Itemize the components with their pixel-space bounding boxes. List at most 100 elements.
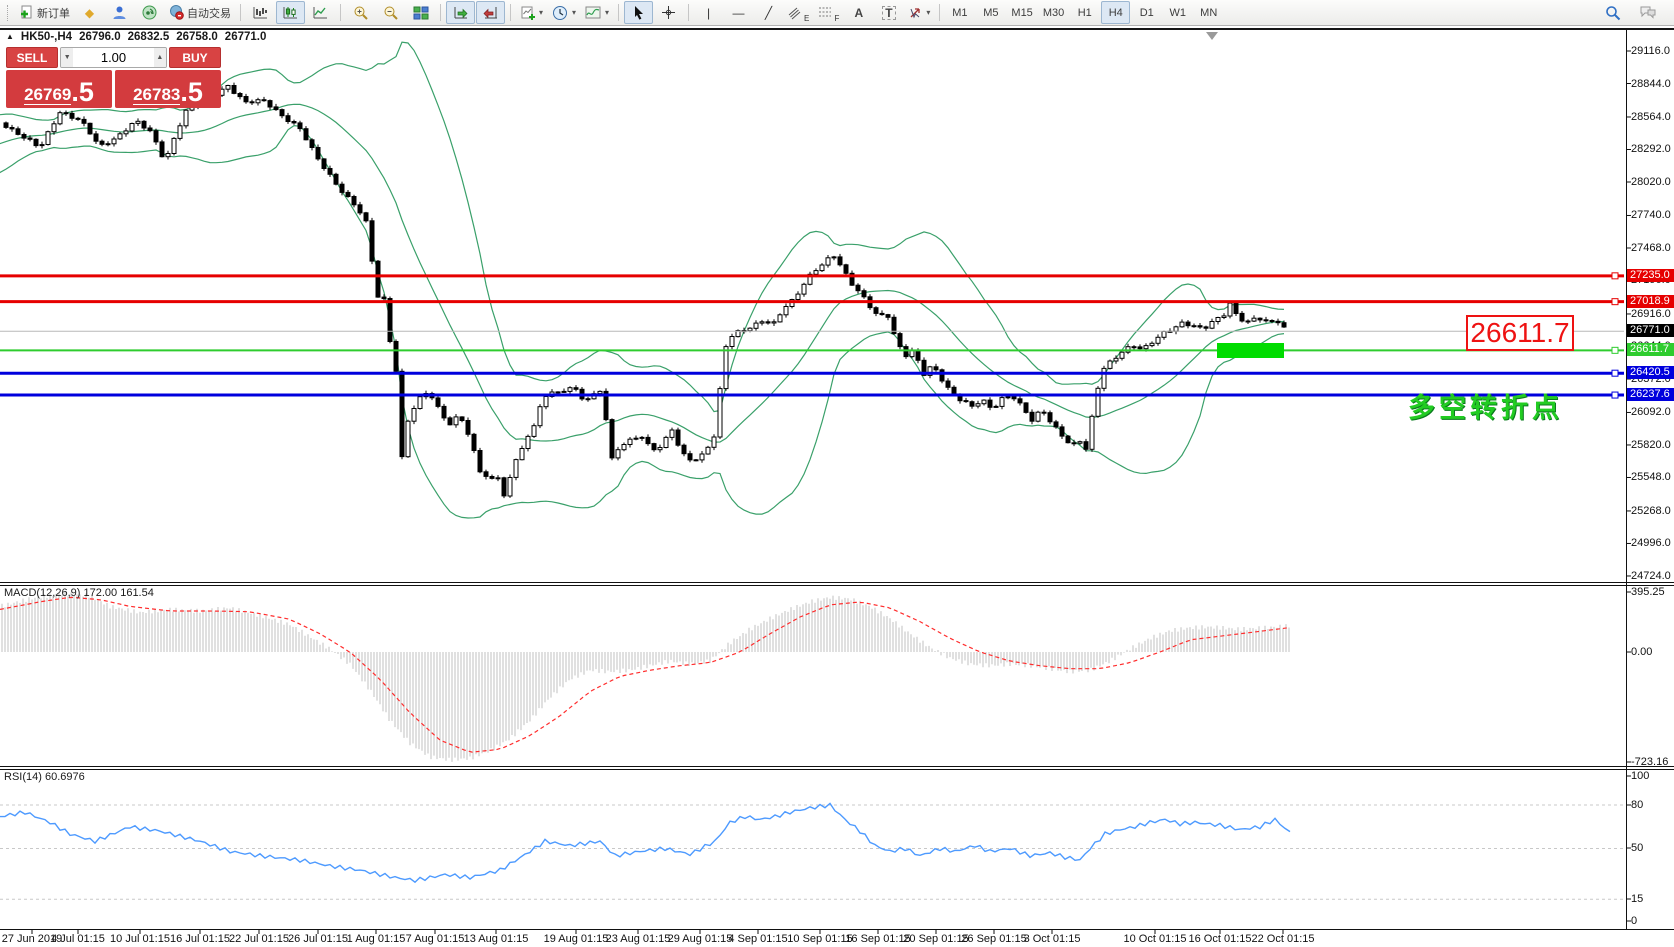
new-order-button[interactable]: 新订单 xyxy=(15,1,74,24)
volume-increase-button[interactable]: ▲ xyxy=(153,48,166,67)
macd-signal-line xyxy=(0,596,1289,753)
level-line-handle xyxy=(1611,369,1619,377)
channel-tool[interactable]: E xyxy=(784,1,813,24)
one-click-trading-panel: SELL ▼ ▲ BUY 26769 .5 26783 .5 xyxy=(6,47,221,108)
buy-price-display[interactable]: 26783 .5 xyxy=(115,70,221,108)
indicators-icon xyxy=(585,5,601,21)
rsi-line xyxy=(0,802,1291,884)
tile-windows-button[interactable] xyxy=(406,1,435,24)
timeframe-m1[interactable]: M1 xyxy=(952,6,968,19)
volume-decrease-button[interactable]: ▼ xyxy=(61,48,74,67)
price-callout-annotation[interactable]: 26611.7 xyxy=(1466,315,1574,351)
profiles-clock-icon xyxy=(552,5,568,21)
channel-icon xyxy=(788,6,803,20)
zoom-out-icon xyxy=(383,5,399,21)
ask-price-main: 26783 xyxy=(133,85,181,105)
candlestick-chart-button[interactable] xyxy=(276,1,305,24)
timeframe-mn[interactable]: MN xyxy=(1200,6,1218,19)
chart-shift-marker[interactable] xyxy=(1206,32,1218,40)
level-line-handle xyxy=(1611,346,1619,354)
timeframe-h4[interactable]: H4 xyxy=(1101,1,1131,24)
new-order-icon xyxy=(19,5,34,20)
new-chart-button[interactable]: ▾ xyxy=(516,1,547,24)
signals-button[interactable] xyxy=(135,1,164,24)
sell-button[interactable]: SELL xyxy=(6,47,58,68)
vertical-line-tool[interactable]: | xyxy=(694,1,723,24)
autotrading-button[interactable]: 自动交易 xyxy=(165,1,235,24)
indicators-button[interactable]: ▾ xyxy=(581,1,613,24)
rsi-pane xyxy=(0,802,1626,900)
timeframe-m30[interactable]: M30 xyxy=(1042,6,1065,19)
zoom-in-button[interactable] xyxy=(346,1,375,24)
trendline-icon: ╱ xyxy=(764,5,773,20)
autotrading-icon xyxy=(169,5,184,20)
turning-point-annotation[interactable]: 多空转折点 xyxy=(1408,393,1563,423)
timeframe-m5[interactable]: M5 xyxy=(983,6,999,19)
toolbar-separator xyxy=(510,4,511,21)
indicators-dropdown-arrow: ▾ xyxy=(605,8,610,17)
arrows-dropdown-arrow: ▾ xyxy=(926,8,931,17)
new-chart-dropdown-arrow: ▾ xyxy=(539,8,544,17)
horizontal-line-tool[interactable]: — xyxy=(724,1,753,24)
bar-chart-button[interactable] xyxy=(246,1,275,24)
timeframe-h1[interactable]: H1 xyxy=(1077,6,1092,19)
chart-shift-button[interactable] xyxy=(476,1,505,24)
signals-icon xyxy=(142,5,157,20)
level-line-handle xyxy=(1611,272,1619,280)
text-tool-icon: A xyxy=(854,5,864,20)
line-chart-icon xyxy=(313,5,328,20)
zoom-in-icon xyxy=(353,5,369,21)
level-line-handle xyxy=(1611,298,1619,306)
text-tool[interactable]: A xyxy=(844,1,873,24)
metaeditor-button[interactable]: ◆ xyxy=(75,1,104,24)
new-order-label: 新订单 xyxy=(37,7,70,20)
auto-scroll-button[interactable] xyxy=(446,1,475,24)
buy-button[interactable]: BUY xyxy=(169,47,221,68)
ohlc-high: 26832.5 xyxy=(127,31,170,43)
cursor-icon xyxy=(632,5,646,20)
toolbar-separator xyxy=(240,4,241,21)
metaeditor-icon: ◆ xyxy=(84,5,95,20)
macd-indicator-label: MACD(12,26,9) 172.00 161.54 xyxy=(4,587,154,599)
toolbar-grip xyxy=(7,4,11,21)
zoom-out-button[interactable] xyxy=(376,1,405,24)
volume-input[interactable] xyxy=(73,48,154,67)
crosshair-button[interactable] xyxy=(654,1,683,24)
trendline-tool[interactable]: ╱ xyxy=(754,1,783,24)
autotrading-label: 自动交易 xyxy=(187,7,231,20)
macd-signal-value: 161.54 xyxy=(120,587,154,599)
ohlc-low: 26758.0 xyxy=(176,31,218,43)
fibonacci-icon xyxy=(818,6,833,20)
vertical-line-icon: | xyxy=(706,5,711,20)
collapse-panel-arrow[interactable]: ▲ xyxy=(6,32,14,41)
sell-price-display[interactable]: 26769 .5 xyxy=(6,70,112,108)
channel-letter: E xyxy=(804,14,810,23)
timeframe-d1[interactable]: D1 xyxy=(1139,6,1154,19)
toolbar-separator xyxy=(340,4,341,21)
chat-button[interactable] xyxy=(1633,1,1662,24)
search-button[interactable] xyxy=(1598,1,1627,24)
ask-price-pips: .5 xyxy=(180,77,203,107)
accounts-button[interactable] xyxy=(105,1,134,24)
new-chart-icon xyxy=(520,5,535,20)
tile-windows-icon xyxy=(413,5,429,21)
timeframe-m15[interactable]: M15 xyxy=(1011,6,1033,19)
text-label-tool[interactable]: T xyxy=(874,1,903,24)
horizontal-line-icon: — xyxy=(732,5,745,20)
profiles-button[interactable]: ▾ xyxy=(548,1,580,24)
cursor-button[interactable] xyxy=(624,1,654,24)
highlight-zone[interactable] xyxy=(1217,343,1284,358)
bid-price-main: 26769 xyxy=(24,85,72,105)
candlestick-chart-icon xyxy=(283,5,298,20)
chart-window-top-border xyxy=(0,28,1674,30)
fibonacci-letter: F xyxy=(834,14,840,23)
timeframe-w1[interactable]: W1 xyxy=(1169,6,1186,19)
line-chart-button[interactable] xyxy=(306,1,335,24)
fibonacci-tool[interactable]: F xyxy=(814,1,843,24)
rsi-indicator-label: RSI(14) 60.6976 xyxy=(4,771,85,783)
arrows-tool[interactable]: ▾ xyxy=(904,1,934,24)
level-line-handle xyxy=(1611,391,1619,399)
rsi-name: RSI(14) xyxy=(4,771,42,783)
rsi-value: 60.6976 xyxy=(44,771,85,783)
